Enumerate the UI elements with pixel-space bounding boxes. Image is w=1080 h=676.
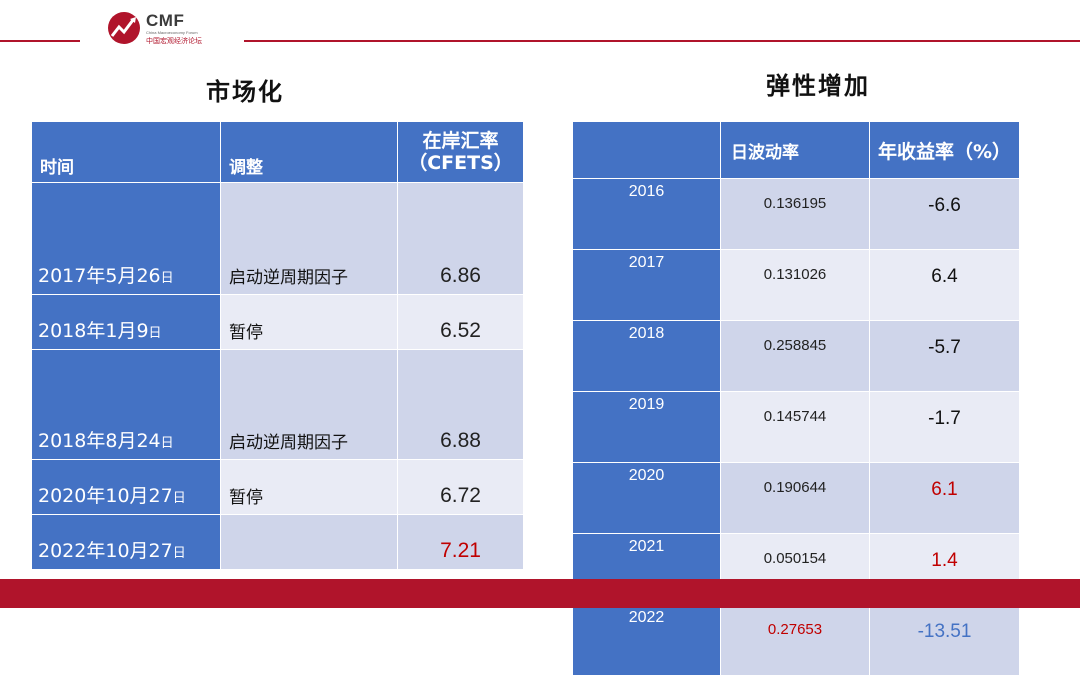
right-section-title: 弹性增加	[766, 71, 870, 100]
table-row: 2018年8月24日 启动逆周期因子 6.88	[31, 349, 524, 460]
volatility-cell: 0.136195	[720, 178, 870, 250]
header-annual-return: 年收益率（%）	[869, 121, 1020, 179]
header-date: 时间	[31, 121, 221, 183]
return-cell: 6.4	[869, 249, 1020, 321]
adjust-cell: 暂停	[220, 294, 398, 350]
date-cell: 2022年10月27日	[31, 514, 221, 570]
rate-cell: 6.86	[397, 182, 524, 295]
marketization-table: 时间 调整 在岸汇率（CFETS） 2017年5月26日 启动逆周期因子 6.8…	[31, 121, 524, 570]
table-header-row: 时间 调整 在岸汇率（CFETS）	[31, 121, 524, 183]
year-cell: 2018	[572, 320, 721, 392]
rate-cell: 6.52	[397, 294, 524, 350]
date-cell: 2017年5月26日	[31, 182, 221, 295]
table-row: 2020年10月27日 暂停 6.72	[31, 459, 524, 515]
table-row: 2018年1月9日 暂停 6.52	[31, 294, 524, 350]
table-row: 2022年10月27日 7.21	[31, 514, 524, 570]
footer-band	[0, 579, 1080, 608]
header-rate: 在岸汇率（CFETS）	[397, 121, 524, 183]
return-cell: -5.7	[869, 320, 1020, 392]
year-cell: 2019	[572, 391, 721, 463]
logo-subtitle-en: China Macroeconomy Forum	[146, 30, 198, 35]
table-row: 2018 0.258845 -5.7	[572, 320, 1020, 392]
logo-name: CMF	[146, 11, 185, 30]
header-year	[572, 121, 721, 179]
table-row: 2020 0.190644 6.1	[572, 462, 1020, 534]
table-row: 2016 0.136195 -6.6	[572, 178, 1020, 250]
header-adjust: 调整	[220, 121, 398, 183]
logo-subtitle-cn: 中国宏观经济论坛	[146, 37, 202, 45]
cmf-logo: CMF China Macroeconomy Forum 中国宏观经济论坛	[106, 10, 226, 46]
year-cell: 2022	[572, 604, 721, 676]
volatility-cell: 0.258845	[720, 320, 870, 392]
date-cell: 2018年8月24日	[31, 349, 221, 460]
table-row: 2017年5月26日 启动逆周期因子 6.86	[31, 182, 524, 295]
top-rule-left	[0, 40, 80, 42]
header-daily-volatility: 日波动率	[720, 121, 870, 179]
table-row: 2017 0.131026 6.4	[572, 249, 1020, 321]
volatility-cell: 0.190644	[720, 462, 870, 534]
rate-cell-highlight: 7.21	[397, 514, 524, 570]
volatility-cell-highlight: 0.27653	[720, 604, 870, 676]
return-cell: -1.7	[869, 391, 1020, 463]
top-rule-right	[244, 40, 1080, 42]
rate-cell: 6.72	[397, 459, 524, 515]
rate-cell: 6.88	[397, 349, 524, 460]
volatility-cell: 0.131026	[720, 249, 870, 321]
volatility-cell: 0.145744	[720, 391, 870, 463]
adjust-cell: 暂停	[220, 459, 398, 515]
table-header-row: 日波动率 年收益率（%）	[572, 121, 1020, 179]
left-section-title: 市场化	[206, 77, 284, 106]
cmf-logo-icon	[108, 12, 140, 44]
adjust-cell: 启动逆周期因子	[220, 349, 398, 460]
year-cell: 2016	[572, 178, 721, 250]
table-row: 2022 0.27653 -13.51	[572, 604, 1020, 676]
return-cell: -6.6	[869, 178, 1020, 250]
adjust-cell	[220, 514, 398, 570]
year-cell: 2017	[572, 249, 721, 321]
date-cell: 2020年10月27日	[31, 459, 221, 515]
year-cell: 2020	[572, 462, 721, 534]
adjust-cell: 启动逆周期因子	[220, 182, 398, 295]
return-cell-highlight: -13.51	[869, 604, 1020, 676]
date-cell: 2018年1月9日	[31, 294, 221, 350]
table-row: 2019 0.145744 -1.7	[572, 391, 1020, 463]
return-cell-highlight: 6.1	[869, 462, 1020, 534]
